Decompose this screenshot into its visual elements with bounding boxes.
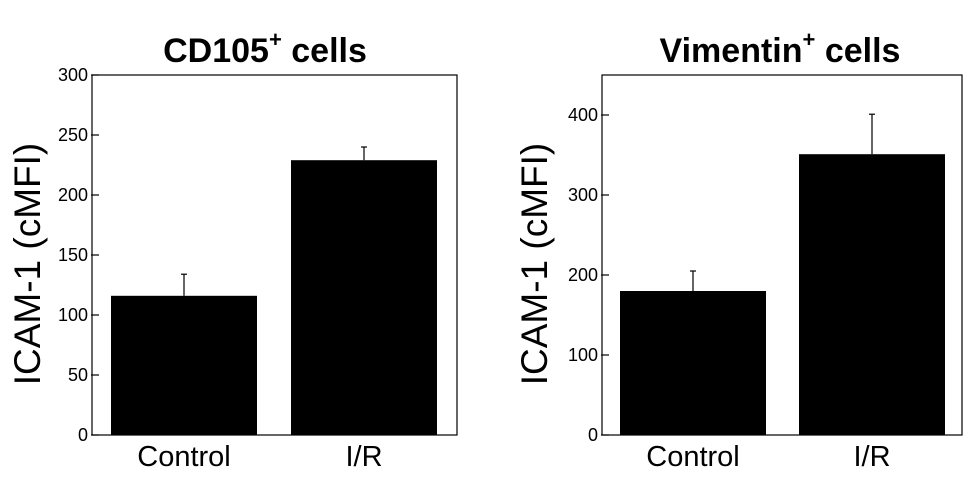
error-bars (690, 113, 875, 291)
y-axis-ticks: 0 50 100 150 200 250 300 (58, 65, 99, 445)
y-tick-label: 400 (568, 105, 598, 125)
x-category-label: Control (137, 441, 231, 473)
y-tick-label: 200 (568, 265, 598, 285)
bar (111, 295, 257, 435)
chart-title: Vimentin+ cells (660, 27, 901, 70)
y-tick-label: 150 (58, 245, 88, 265)
chart-panel-vimentin: Vimentin+ cells ICAM-1 (cMFI) 0 100 200 300… (514, 27, 963, 473)
x-axis-categories: Control I/R (646, 441, 890, 473)
x-category-label: I/R (345, 441, 382, 473)
y-tick-label: 0 (78, 425, 88, 445)
chart-panel-cd105: CD105+ cells ICAM-1 (cMFI) 0 50 100 150 200 2… (7, 27, 458, 473)
plot-frame (601, 74, 963, 436)
y-axis-label: ICAM-1 (cMFI) (7, 143, 48, 386)
bar (291, 160, 437, 435)
bar (799, 154, 945, 435)
error-bars (181, 146, 367, 296)
y-tick-label: 0 (588, 425, 598, 445)
y-axis-ticks: 0 100 200 300 400 (568, 105, 609, 445)
y-tick-label: 300 (58, 65, 88, 85)
x-category-label: Control (646, 441, 740, 473)
bars (620, 154, 945, 435)
y-tick-label: 100 (568, 345, 598, 365)
chart-title: CD105+ cells (163, 27, 367, 70)
y-tick-label: 50 (68, 365, 88, 385)
x-category-label: I/R (853, 441, 890, 473)
y-axis-label: ICAM-1 (cMFI) (514, 143, 555, 386)
y-tick-label: 250 (58, 125, 88, 145)
x-axis-categories: Control I/R (137, 441, 382, 473)
y-tick-label: 100 (58, 305, 88, 325)
y-tick-label: 300 (568, 185, 598, 205)
bars (111, 160, 437, 435)
y-tick-label: 200 (58, 185, 88, 205)
bar (620, 291, 766, 435)
